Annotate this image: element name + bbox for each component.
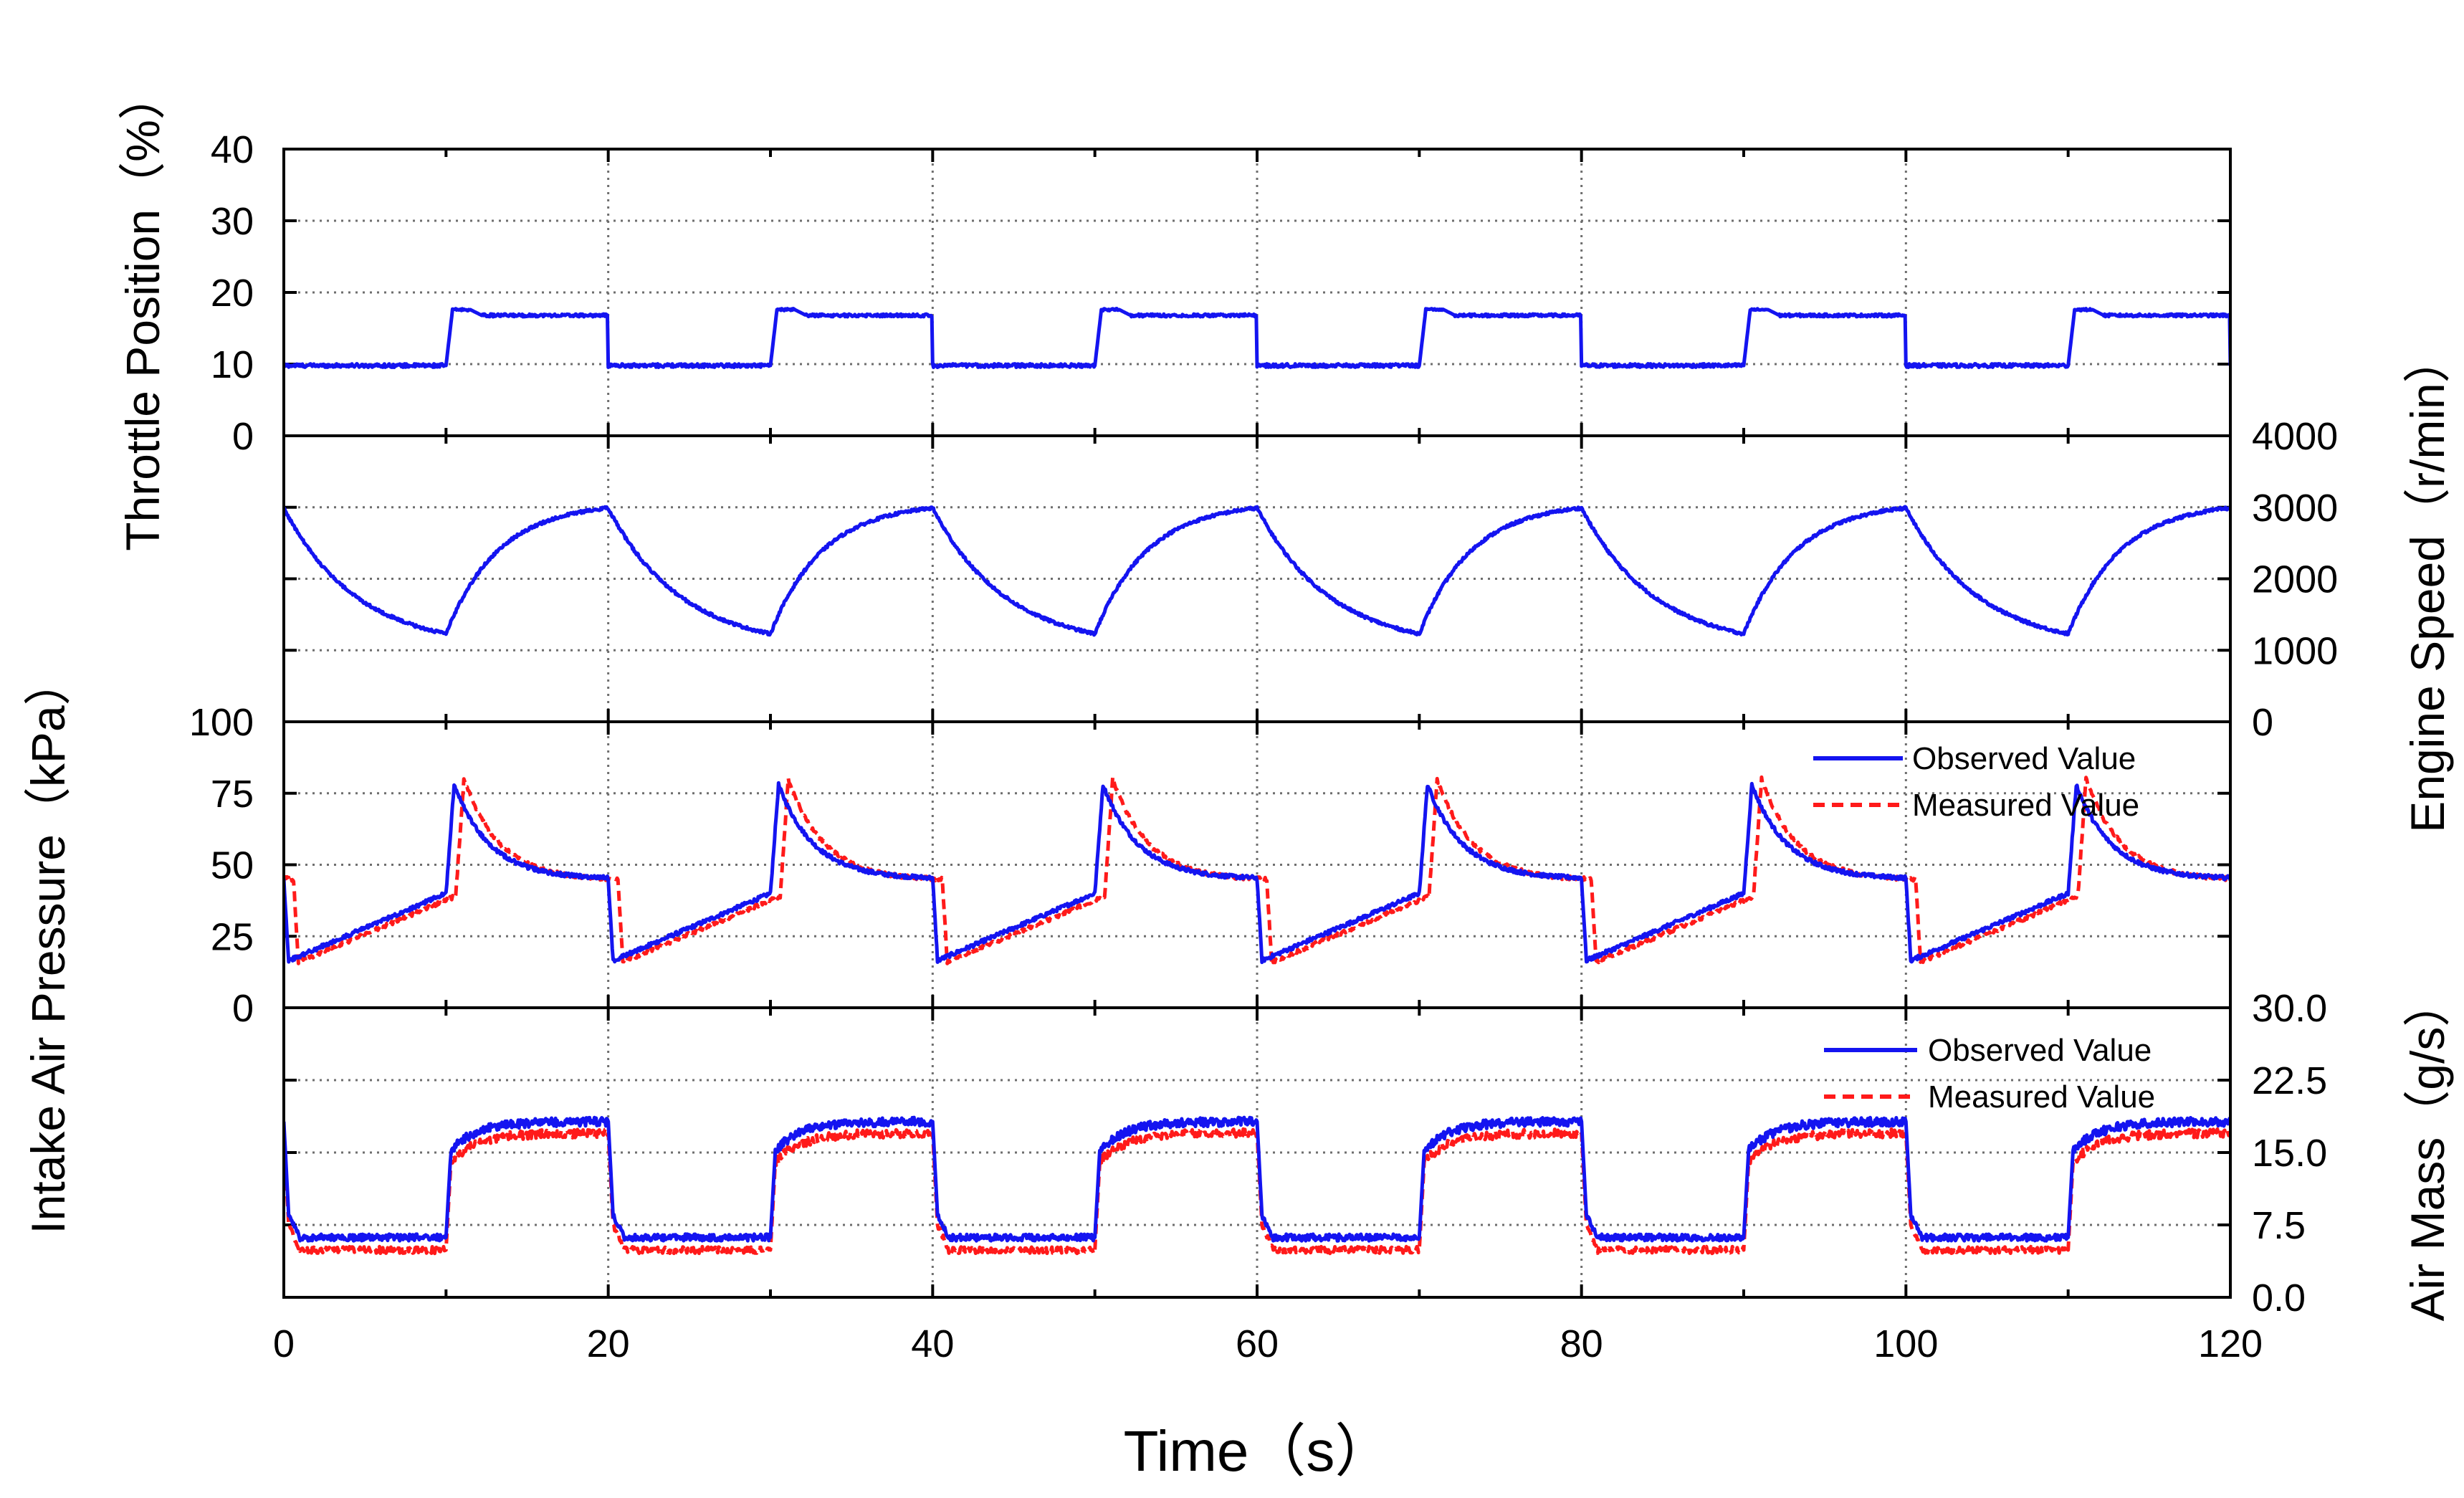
x-tick-label: 40 xyxy=(911,1322,954,1365)
y-tick-label: 50 xyxy=(211,844,254,887)
panel-throttle: 0 10 20 30 40 Throttle Position（%） xyxy=(116,72,2232,551)
y-tick-label: 2000 xyxy=(2252,558,2338,601)
x-tick-label: 120 xyxy=(2198,1322,2263,1365)
legend-label: Observed Value xyxy=(1912,741,2136,776)
y-axis-title-throttle: Throttle Position（%） xyxy=(116,72,169,551)
y-tick-label: 40 xyxy=(211,128,254,171)
y-tick-label: 30 xyxy=(211,200,254,243)
y-tick-label: 75 xyxy=(211,773,254,816)
y-axis-title-speed: Engine Speed（r/min） xyxy=(2401,335,2454,832)
y-tick-label: 0 xyxy=(232,987,254,1030)
series-line-pressure-observed-value xyxy=(284,781,2230,965)
legend-label: Observed Value xyxy=(1928,1033,2152,1068)
y-tick-label: 25 xyxy=(211,915,254,958)
y-axis-title-airmass: Air Mass（g/s） xyxy=(2401,980,2454,1322)
x-axis-title: Time（s） xyxy=(1124,1419,1393,1483)
series-line-airmass-observed-value xyxy=(284,1115,2230,1243)
x-tick-label: 20 xyxy=(587,1322,630,1365)
y-tick-label: 20 xyxy=(211,272,254,315)
panel-airmass: 0.0 7.5 15.0 22.5 30.0 Air Mass（g/s） Observed … xyxy=(282,980,2454,1322)
panel-frame xyxy=(282,434,2232,723)
series-line-speed-engine-speed xyxy=(284,505,2230,637)
x-tick-label: 80 xyxy=(1560,1322,1603,1365)
legend-label: Measured Value xyxy=(1912,788,2139,823)
y-tick-label: 3000 xyxy=(2252,487,2338,530)
y-tick-label: 30.0 xyxy=(2252,987,2327,1030)
y-tick-label: 0 xyxy=(2252,701,2273,744)
legend-label: Measured Value xyxy=(1928,1079,2155,1115)
panel-speed: 0 1000 2000 3000 4000 Engine Speed（r/min） xyxy=(282,335,2454,833)
y-tick-label: 7.5 xyxy=(2252,1204,2306,1247)
x-tick-label: 0 xyxy=(273,1322,295,1365)
y-tick-label: 0 xyxy=(232,415,254,458)
y-tick-label: 10 xyxy=(211,343,254,386)
x-tick-label: 100 xyxy=(1873,1322,1938,1365)
x-tick-label: 60 xyxy=(1236,1322,1279,1365)
y-tick-label: 4000 xyxy=(2252,415,2338,458)
panel-pressure: 0 25 50 75 100 Intake Air Pressure（kPa） Observ… xyxy=(22,658,2232,1234)
y-tick-label: 15.0 xyxy=(2252,1132,2327,1175)
y-axis-title-pressure: Intake Air Pressure（kPa） xyxy=(22,658,75,1234)
y-tick-label: 1000 xyxy=(2252,629,2338,672)
series-line-throttle-throttle-position xyxy=(284,307,2230,369)
y-tick-label: 100 xyxy=(189,701,254,744)
panel-frame xyxy=(282,1006,2232,1299)
y-tick-label: 22.5 xyxy=(2252,1059,2327,1102)
y-tick-label: 0.0 xyxy=(2252,1277,2306,1320)
